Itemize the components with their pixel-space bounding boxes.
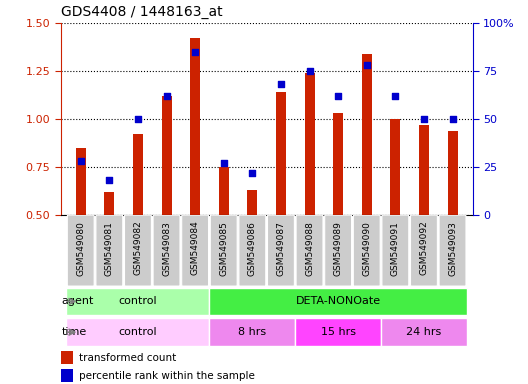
Point bbox=[105, 177, 114, 184]
FancyBboxPatch shape bbox=[382, 215, 409, 286]
Text: control: control bbox=[119, 296, 157, 306]
FancyBboxPatch shape bbox=[153, 215, 180, 286]
Point bbox=[420, 116, 428, 122]
Bar bbox=[305, 73, 315, 215]
Bar bbox=[61, 369, 73, 382]
Point bbox=[134, 116, 142, 122]
Bar bbox=[105, 192, 115, 215]
Point bbox=[334, 93, 342, 99]
Text: GSM549081: GSM549081 bbox=[105, 221, 114, 276]
Bar bbox=[190, 38, 200, 215]
Point bbox=[391, 93, 400, 99]
FancyBboxPatch shape bbox=[239, 215, 266, 286]
Bar bbox=[333, 113, 343, 215]
Text: DETA-NONOate: DETA-NONOate bbox=[296, 296, 381, 306]
Point bbox=[248, 170, 257, 176]
FancyBboxPatch shape bbox=[210, 318, 295, 346]
Bar bbox=[76, 148, 86, 215]
Point bbox=[305, 68, 314, 74]
Text: GSM549088: GSM549088 bbox=[305, 221, 314, 276]
FancyBboxPatch shape bbox=[67, 288, 210, 315]
Point bbox=[448, 116, 457, 122]
Text: 24 hrs: 24 hrs bbox=[407, 327, 441, 337]
Bar bbox=[61, 351, 73, 364]
Bar bbox=[276, 92, 286, 215]
FancyBboxPatch shape bbox=[353, 215, 380, 286]
Point bbox=[191, 49, 200, 55]
Text: GSM549089: GSM549089 bbox=[334, 221, 343, 276]
Text: agent: agent bbox=[62, 296, 94, 306]
Point bbox=[162, 93, 171, 99]
Text: GSM549080: GSM549080 bbox=[76, 221, 85, 276]
Text: transformed count: transformed count bbox=[79, 353, 176, 363]
Text: GSM549090: GSM549090 bbox=[362, 221, 371, 276]
Bar bbox=[133, 134, 143, 215]
FancyBboxPatch shape bbox=[125, 215, 152, 286]
FancyBboxPatch shape bbox=[67, 215, 94, 286]
Text: 8 hrs: 8 hrs bbox=[238, 327, 267, 337]
Bar bbox=[247, 190, 257, 215]
FancyBboxPatch shape bbox=[268, 215, 295, 286]
Text: GSM549087: GSM549087 bbox=[277, 221, 286, 276]
FancyBboxPatch shape bbox=[381, 318, 467, 346]
FancyBboxPatch shape bbox=[410, 215, 437, 286]
FancyBboxPatch shape bbox=[295, 318, 381, 346]
Text: GSM549085: GSM549085 bbox=[219, 221, 228, 276]
Text: time: time bbox=[62, 327, 87, 337]
Text: 15 hrs: 15 hrs bbox=[320, 327, 356, 337]
Text: control: control bbox=[119, 327, 157, 337]
Bar bbox=[390, 119, 400, 215]
FancyBboxPatch shape bbox=[439, 215, 466, 286]
Text: GSM549083: GSM549083 bbox=[162, 221, 171, 276]
FancyBboxPatch shape bbox=[182, 215, 209, 286]
Bar bbox=[219, 167, 229, 215]
FancyBboxPatch shape bbox=[67, 318, 210, 346]
Text: percentile rank within the sample: percentile rank within the sample bbox=[79, 371, 255, 381]
FancyBboxPatch shape bbox=[210, 215, 237, 286]
FancyBboxPatch shape bbox=[325, 215, 352, 286]
Point bbox=[77, 158, 85, 164]
Bar bbox=[162, 96, 172, 215]
Text: GSM549082: GSM549082 bbox=[134, 221, 143, 275]
Bar bbox=[419, 125, 429, 215]
Point bbox=[277, 81, 285, 88]
FancyBboxPatch shape bbox=[296, 215, 323, 286]
Bar bbox=[448, 131, 458, 215]
FancyBboxPatch shape bbox=[96, 215, 123, 286]
Text: GSM549086: GSM549086 bbox=[248, 221, 257, 276]
Text: GDS4408 / 1448163_at: GDS4408 / 1448163_at bbox=[61, 5, 222, 19]
Point bbox=[220, 160, 228, 166]
Text: GSM549092: GSM549092 bbox=[419, 221, 428, 275]
Text: GSM549093: GSM549093 bbox=[448, 221, 457, 276]
Text: GSM549084: GSM549084 bbox=[191, 221, 200, 275]
Point bbox=[363, 62, 371, 68]
Text: GSM549091: GSM549091 bbox=[391, 221, 400, 276]
FancyBboxPatch shape bbox=[210, 288, 467, 315]
Bar bbox=[362, 54, 372, 215]
